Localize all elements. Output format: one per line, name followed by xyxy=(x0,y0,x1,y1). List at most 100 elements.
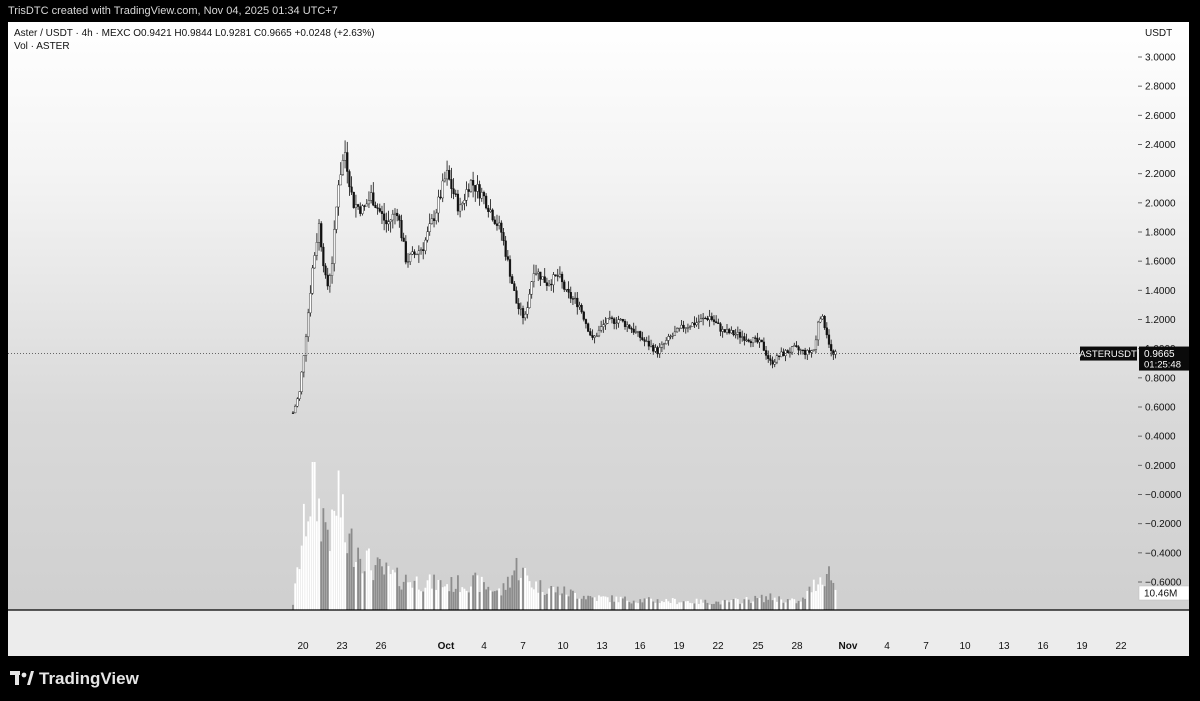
candle-body xyxy=(793,345,796,347)
volume-bar xyxy=(719,604,722,610)
price-chart[interactable]: USDT 3.0000 2.8000 2.6000 2.4000 2.2000 2.0000… xyxy=(8,22,1189,656)
volume-bar xyxy=(773,597,776,610)
volume-bar xyxy=(517,580,520,610)
volume-bar xyxy=(572,590,574,610)
tradingview-logo[interactable]: TradingView xyxy=(10,669,139,689)
volume-bar xyxy=(337,470,340,610)
candle-body xyxy=(658,347,661,355)
volume-bar xyxy=(697,603,700,610)
volume-bar xyxy=(821,584,824,610)
candle-body xyxy=(760,339,763,343)
x-tick-label: 22 xyxy=(1115,641,1127,652)
candle-body xyxy=(675,328,679,333)
volume-bar xyxy=(565,594,568,610)
candle-body xyxy=(801,349,805,352)
candle-body xyxy=(830,344,833,351)
volume-bar xyxy=(478,592,481,610)
candle-body xyxy=(558,273,562,277)
volume-bar xyxy=(804,598,807,610)
candle-body xyxy=(706,318,709,320)
candle-body xyxy=(443,178,446,182)
volume-bar xyxy=(365,550,368,610)
tradingview-brand: TradingView xyxy=(39,669,139,688)
volume-bar xyxy=(580,598,583,610)
volume-bar xyxy=(680,602,683,610)
volume-bar xyxy=(450,577,453,610)
candle-body xyxy=(419,249,423,252)
candle-body xyxy=(495,223,499,226)
volume-bar xyxy=(413,580,416,610)
volume-bar xyxy=(630,603,633,610)
candle-body xyxy=(432,218,436,221)
candle-body xyxy=(639,331,642,338)
candle-body xyxy=(567,288,570,293)
volume-bar xyxy=(300,545,303,610)
candle-body xyxy=(693,322,696,326)
volume-bar xyxy=(702,602,705,610)
volume-bar xyxy=(374,565,377,610)
volume-bar xyxy=(645,598,648,610)
volume-bar xyxy=(435,589,438,610)
volume-bar xyxy=(381,566,383,610)
volume-bar xyxy=(647,597,650,610)
candle-body xyxy=(500,222,503,233)
candle-body xyxy=(767,355,770,359)
y-tick-label: 1.6000 xyxy=(1145,257,1176,268)
volume-bar xyxy=(593,597,596,610)
candle-body xyxy=(632,328,635,333)
symbol-tag xyxy=(1080,346,1137,361)
volume-bar xyxy=(511,575,514,610)
volume-bar xyxy=(641,602,644,610)
candle-body xyxy=(734,334,737,336)
volume-bar xyxy=(728,602,731,610)
candle-body xyxy=(528,293,531,308)
candle-body xyxy=(370,192,373,201)
candle-body xyxy=(582,311,585,320)
candle-body xyxy=(643,339,646,342)
candle-body xyxy=(372,192,375,206)
candle-body xyxy=(773,361,776,365)
x-tick-label: 28 xyxy=(791,641,803,652)
volume-bar xyxy=(502,583,505,610)
volume-bar xyxy=(710,604,713,610)
volume-bar xyxy=(411,587,414,610)
chart-panel[interactable]: USDT 3.0000 2.8000 2.6000 2.4000 2.2000 2.0000… xyxy=(8,22,1189,656)
volume-bar xyxy=(448,591,451,610)
volume-bar xyxy=(292,604,294,610)
volume-bar xyxy=(706,602,709,610)
volume-bar xyxy=(324,522,327,610)
candles xyxy=(291,140,837,414)
candle-body xyxy=(812,349,815,351)
volume-bar xyxy=(797,600,800,610)
volume-bar xyxy=(437,579,440,610)
candle-body xyxy=(641,337,644,340)
candle-body xyxy=(754,337,757,339)
candle-body xyxy=(764,350,768,356)
candle-body xyxy=(387,221,390,225)
candle-body xyxy=(326,274,329,287)
volume-bar xyxy=(539,580,542,610)
candle-body xyxy=(823,316,826,328)
volume-bar xyxy=(741,603,744,610)
x-tick-label: 22 xyxy=(712,641,724,652)
volume-bar xyxy=(708,604,711,610)
y-tick-label: 0.2000 xyxy=(1145,461,1176,472)
volume-bar xyxy=(363,571,366,610)
candle-body xyxy=(524,313,527,319)
candle-body xyxy=(808,350,811,353)
volume-bar xyxy=(309,516,312,610)
candle-body xyxy=(320,223,323,248)
volume-bar xyxy=(342,494,344,610)
volume-bar xyxy=(791,598,793,610)
volume-bar xyxy=(552,586,555,610)
candle-body xyxy=(491,209,494,221)
x-tick-label: 10 xyxy=(959,641,971,652)
candle-body xyxy=(519,308,522,310)
volume-bar xyxy=(812,579,815,610)
candle-body xyxy=(610,317,614,319)
candle-body xyxy=(448,169,451,180)
candle-body xyxy=(374,205,377,208)
volume-bar xyxy=(326,529,329,610)
candle-body xyxy=(294,406,297,414)
candle-body xyxy=(587,323,590,332)
